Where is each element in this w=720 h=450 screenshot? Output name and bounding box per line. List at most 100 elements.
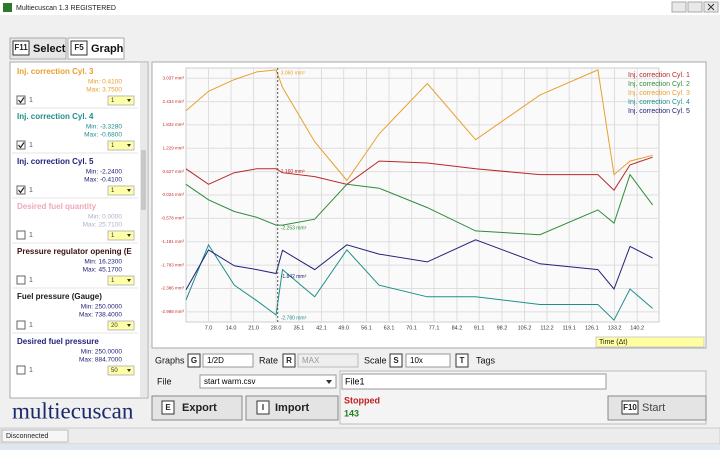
scale-select[interactable] [405, 353, 451, 368]
dropdown-arrow [127, 144, 131, 147]
graphs-key-text: G [191, 356, 197, 365]
status-text: Disconnected [6, 433, 49, 440]
rate-key-text: R [286, 356, 292, 365]
parameter-dropdown[interactable] [107, 95, 135, 106]
parameter-dropdown[interactable] [107, 275, 135, 286]
parameter-checkbox[interactable] [16, 185, 26, 195]
y-tick-label: 3.037 mm³ [162, 75, 184, 80]
tab-key-text: F11 [14, 43, 28, 52]
file-label: File [157, 376, 172, 386]
dropdown-arrow [127, 324, 131, 327]
window-title: Multiecuscan 1.3 REGISTERED [16, 5, 116, 12]
y-tick-label: 1.229 mm³ [162, 145, 184, 150]
series-line [185, 239, 653, 291]
x-axis-label: Time (Δt) [599, 339, 628, 346]
dropdown-arrow [127, 279, 131, 282]
rate-select[interactable] [297, 353, 359, 368]
minimize-button[interactable] [671, 1, 687, 13]
parameter-check-label: 1 [29, 187, 33, 194]
parameter-check-label: 1 [29, 277, 33, 284]
check-mark [18, 142, 25, 149]
parameter-max: Max: -0.4100 [84, 177, 122, 184]
parameter-name: Inj. correction Cyl. 3 [17, 67, 94, 76]
maximize-button[interactable] [687, 1, 703, 13]
legend-entry: Inj. correction Cyl. 2 [628, 81, 690, 88]
parameter-name: Desired fuel quantity [17, 202, 97, 211]
tags-key[interactable] [455, 353, 469, 368]
cursor-readout: 3.060 mm³ [281, 70, 305, 76]
parameter-max: Max: 45.1700 [83, 267, 123, 274]
x-tick-label: 119.1 [563, 325, 576, 331]
parameter-checkbox[interactable] [16, 230, 26, 240]
import-key-text: I [262, 403, 264, 412]
x-tick-label: 77.1 [429, 325, 440, 331]
tags-key-text: T [460, 356, 465, 365]
parameter-checkbox[interactable] [16, 140, 26, 150]
parameter-max: Max: -0.6800 [84, 132, 122, 139]
x-tick-label: 133.2 [608, 325, 622, 331]
start-key [621, 400, 639, 415]
parameter-name: Inj. correction Cyl. 5 [17, 157, 94, 166]
close-icon [707, 3, 715, 11]
legend-entry: Inj. correction Cyl. 1 [628, 72, 690, 79]
parameter-name: Fuel pressure (Gauge) [17, 292, 102, 301]
parameter-dropdown-value: 50 [111, 368, 118, 374]
y-tick-label: -1.181 mm³ [161, 239, 185, 244]
import-label: Import [275, 402, 310, 414]
parameter-dropdown-value: 1 [111, 143, 115, 149]
parameter-max: Max: 884.7000 [79, 357, 122, 364]
parameter-dropdown[interactable] [107, 320, 135, 331]
record-count: 143 [344, 408, 359, 418]
tags-label: Tags [476, 355, 496, 365]
parameter-checkbox[interactable] [16, 365, 26, 375]
parameter-max: Max: 25.7100 [83, 222, 123, 229]
parameter-dropdown-value: 1 [111, 98, 115, 104]
x-tick-label: 126.1 [585, 325, 599, 331]
y-tick-label: -2.386 mm³ [161, 286, 185, 291]
x-tick-label: 21.0 [248, 325, 259, 331]
export-key [161, 400, 175, 415]
check-mark [18, 97, 25, 104]
dropdown-arrow [326, 380, 332, 384]
x-tick-label: 70.1 [406, 325, 417, 331]
tab-label: Graph [91, 43, 124, 55]
scale-key[interactable] [389, 353, 403, 368]
y-tick-label: -1.783 mm³ [161, 262, 185, 267]
x-tick-label: 63.1 [384, 325, 395, 331]
scroll-thumb[interactable] [141, 150, 146, 210]
parameter-check-label: 1 [29, 142, 33, 149]
parameter-checkbox[interactable] [16, 320, 26, 330]
rate-key[interactable] [282, 353, 296, 368]
parameter-dropdown-value: 1 [111, 278, 115, 284]
parameter-dropdown[interactable] [107, 365, 135, 376]
status-bar [0, 427, 720, 445]
start-button[interactable] [607, 395, 707, 421]
dropdown-arrow [127, 99, 131, 102]
file-select[interactable] [199, 374, 337, 389]
parameter-dropdown-value: 20 [111, 323, 118, 329]
import-button[interactable] [245, 395, 339, 421]
graphs-label: Graphs [155, 355, 185, 365]
y-tick-label: 0.024 mm³ [162, 192, 184, 197]
parameter-dropdown[interactable] [107, 140, 135, 151]
cursor-readout: -1.842 mm³ [281, 274, 307, 280]
rate-value: MAX [302, 356, 320, 365]
parameter-min: Min: -2.2400 [86, 169, 123, 176]
parameter-dropdown[interactable] [107, 230, 135, 241]
parameter-checkbox[interactable] [16, 95, 26, 105]
graphs-key[interactable] [187, 353, 201, 368]
status-box [1, 429, 69, 443]
x-tick-label: 56.1 [361, 325, 372, 331]
time-axis-box[interactable] [595, 336, 705, 348]
tab-key-text: F5 [74, 43, 84, 52]
graphs-value: 1/2D [207, 356, 224, 365]
parameter-dropdown[interactable] [107, 185, 135, 196]
file-name-input[interactable] [341, 373, 607, 390]
series-line [185, 156, 653, 191]
parameter-min: Min: 250.0000 [81, 304, 123, 311]
parameter-checkbox[interactable] [16, 275, 26, 285]
graphs-select[interactable] [202, 353, 254, 368]
scrollbar[interactable] [140, 63, 147, 397]
file-value: start warm.csv [204, 377, 256, 386]
